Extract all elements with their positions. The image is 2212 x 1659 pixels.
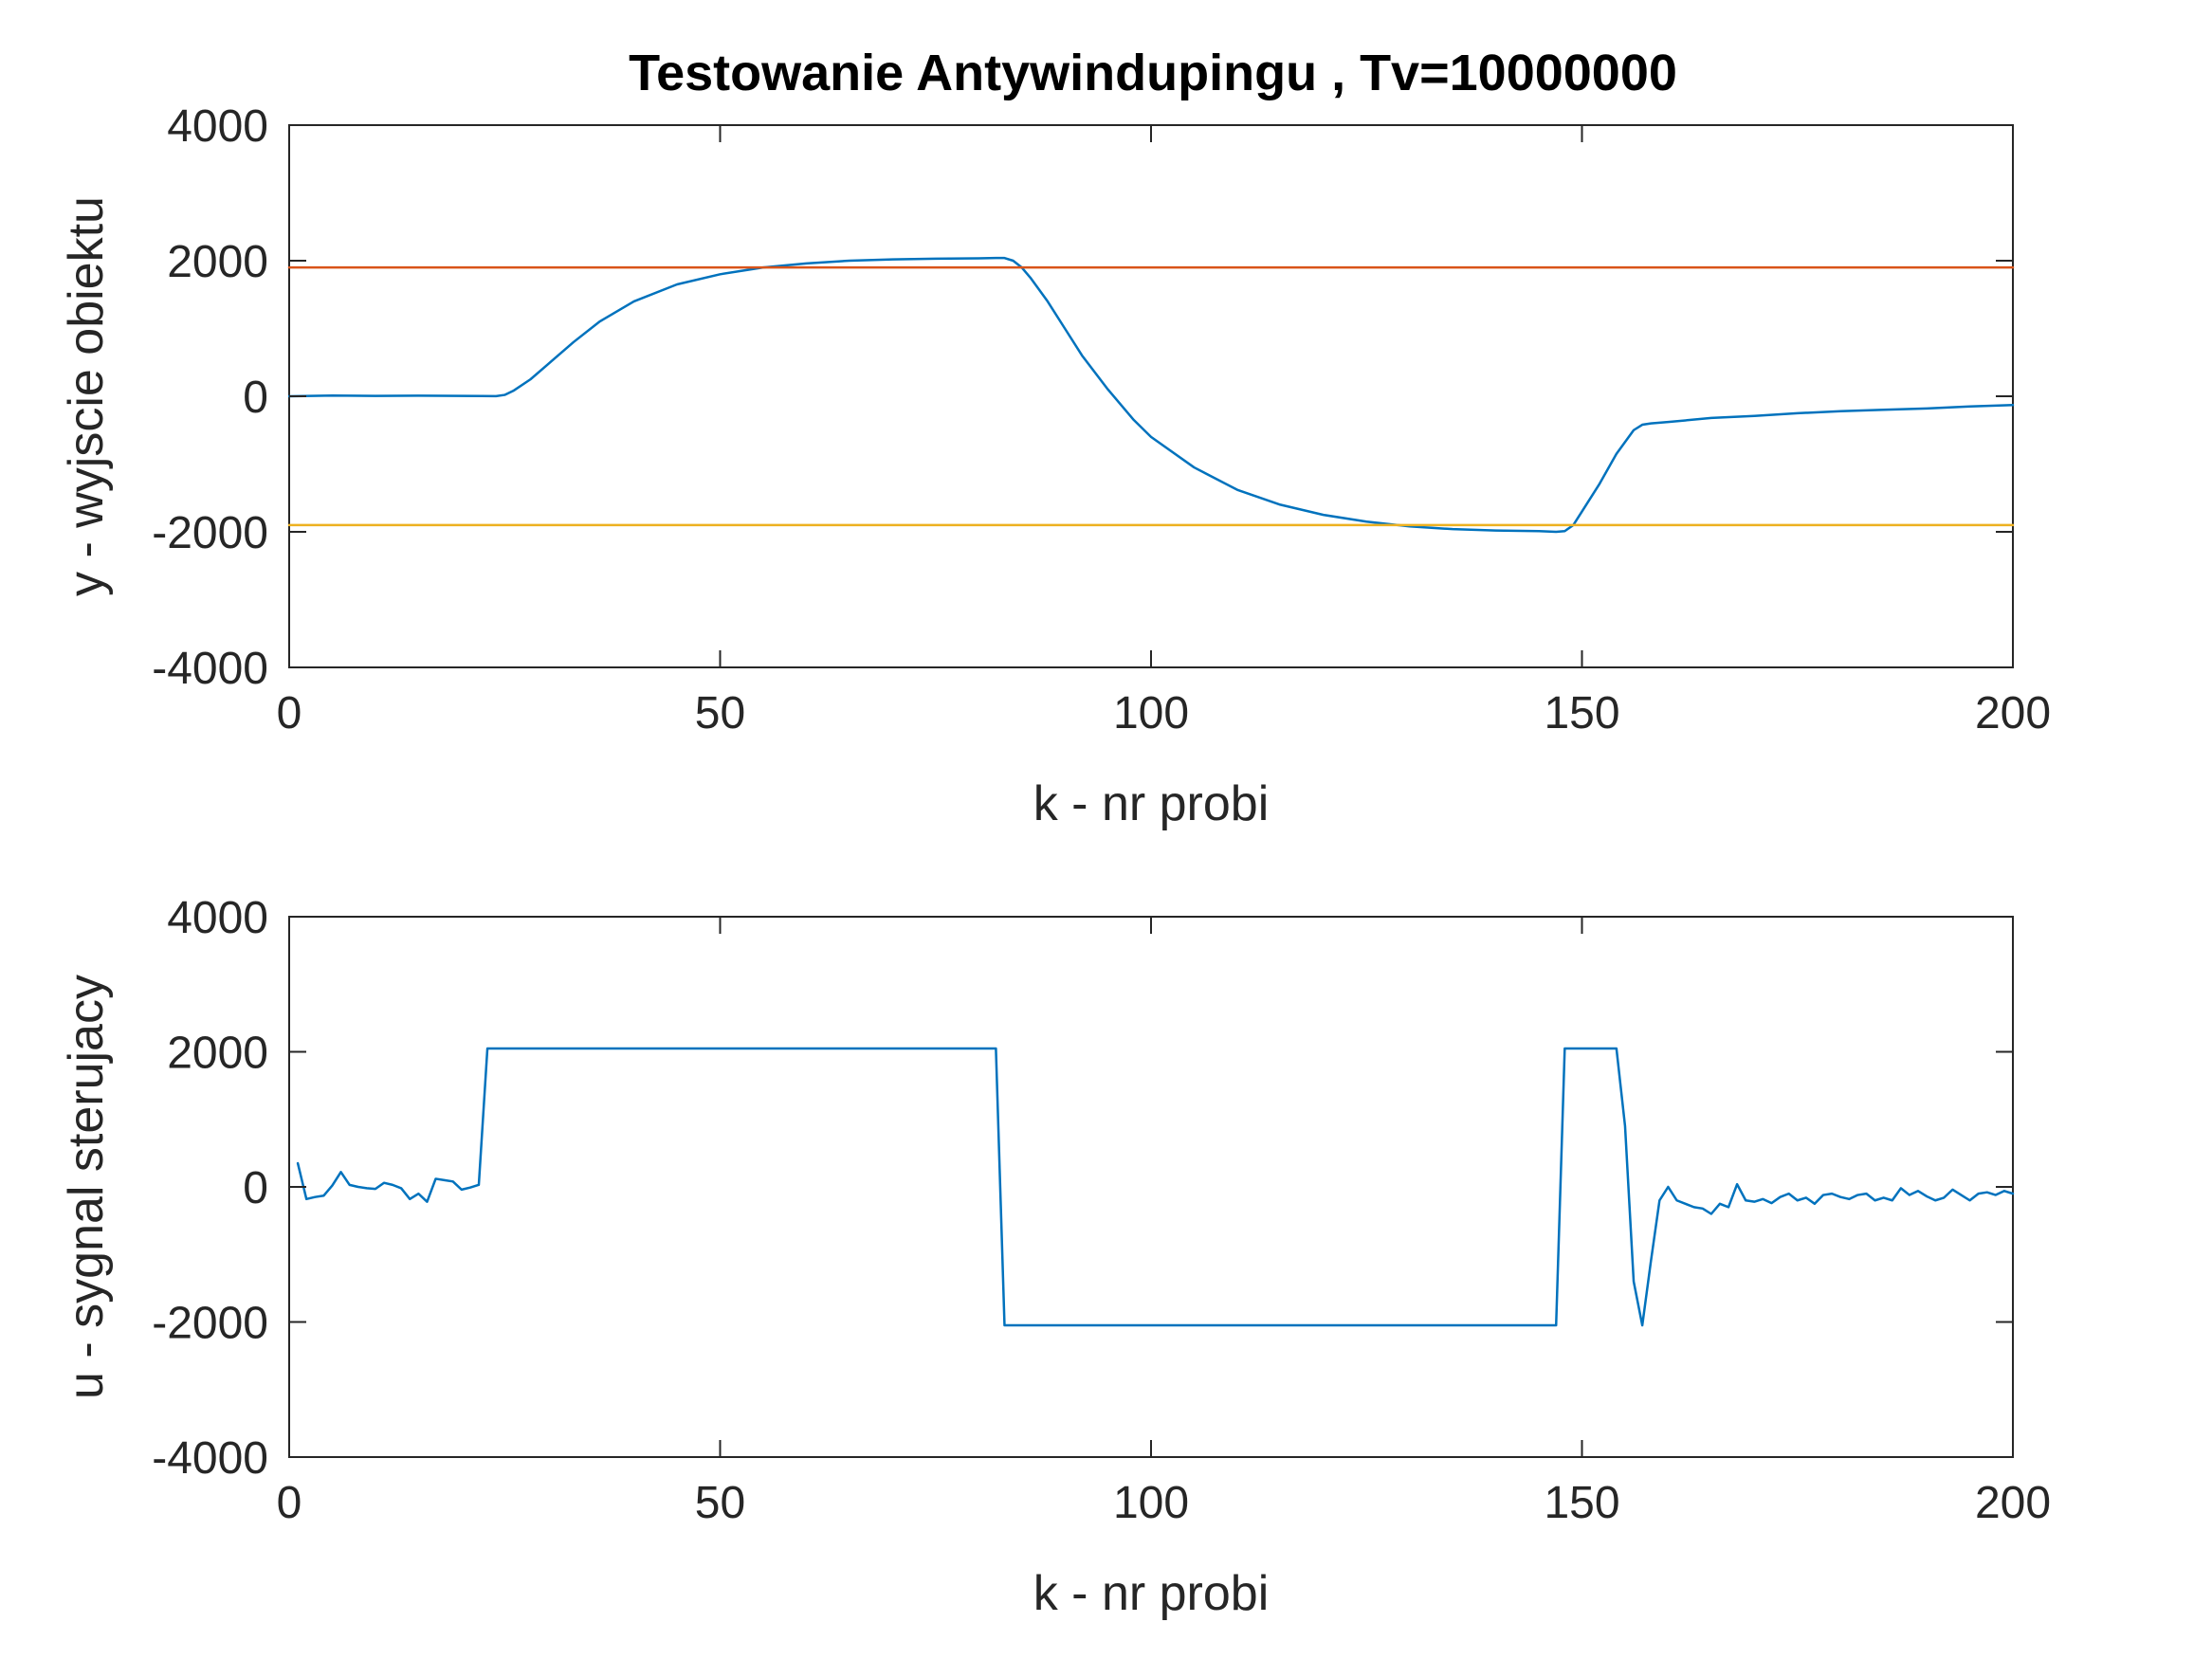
- control-x-tick-label: 0: [277, 1478, 302, 1528]
- control-chart: 0 50 100 150 200 4000 2000 0 -2000 -4000 k - nr p…: [59, 893, 2051, 1621]
- output-x-tick-label: 0: [277, 688, 302, 738]
- control-y-tick-label: 2000: [167, 1029, 268, 1079]
- control-y-tick-label: -2000: [152, 1299, 268, 1349]
- control-y-tick-label: 0: [243, 1163, 268, 1213]
- control-y-tick-label: 4000: [167, 893, 268, 943]
- output-y-tick-label: 4000: [167, 101, 268, 152]
- control-x-tick-label: 150: [1544, 1478, 1619, 1528]
- chart-title: Testowanie Antywindupingu , Tv=10000000: [629, 45, 1677, 101]
- control-line: [296, 1047, 2015, 1327]
- output-axis-ticks: 0 50 100 150 200 4000 2000 0 -2000 -4000: [152, 101, 2051, 738]
- control-x-tick-label: 50: [695, 1478, 745, 1528]
- output-y-tick-label: -4000: [152, 644, 268, 694]
- output-x-axis-label: k - nr probi: [1033, 776, 1270, 831]
- control-axes-box: [288, 916, 2014, 1458]
- control-x-tick-label: 100: [1113, 1478, 1189, 1528]
- output-axes-box: [288, 124, 2014, 668]
- output-x-tick-label: 200: [1975, 688, 2051, 738]
- output-y-tick-label: 2000: [167, 237, 268, 287]
- output-chart: Testowanie Antywindupingu , Tv=10000000 …: [59, 45, 2051, 831]
- output-y-tick-label: 0: [243, 373, 268, 423]
- control-y-axis-label: u - sygnal sterujacy: [59, 975, 114, 1399]
- output-x-tick-label: 150: [1544, 688, 1619, 738]
- control-x-tick-label: 200: [1975, 1478, 2051, 1528]
- control-plot-area: [296, 1047, 2015, 1327]
- control-y-tick-label: -4000: [152, 1433, 268, 1484]
- output-y-axis-label: y - wyjscie obiektu: [59, 196, 114, 596]
- output-line: [287, 256, 2015, 534]
- control-x-axis-label: k - nr probi: [1033, 1566, 1270, 1621]
- output-plot-area: [287, 256, 2015, 534]
- output-y-tick-label: -2000: [152, 508, 268, 558]
- control-axis-ticks: 0 50 100 150 200 4000 2000 0 -2000 -4000: [152, 893, 2051, 1528]
- output-x-tick-label: 100: [1113, 688, 1189, 738]
- output-x-tick-label: 50: [695, 688, 745, 738]
